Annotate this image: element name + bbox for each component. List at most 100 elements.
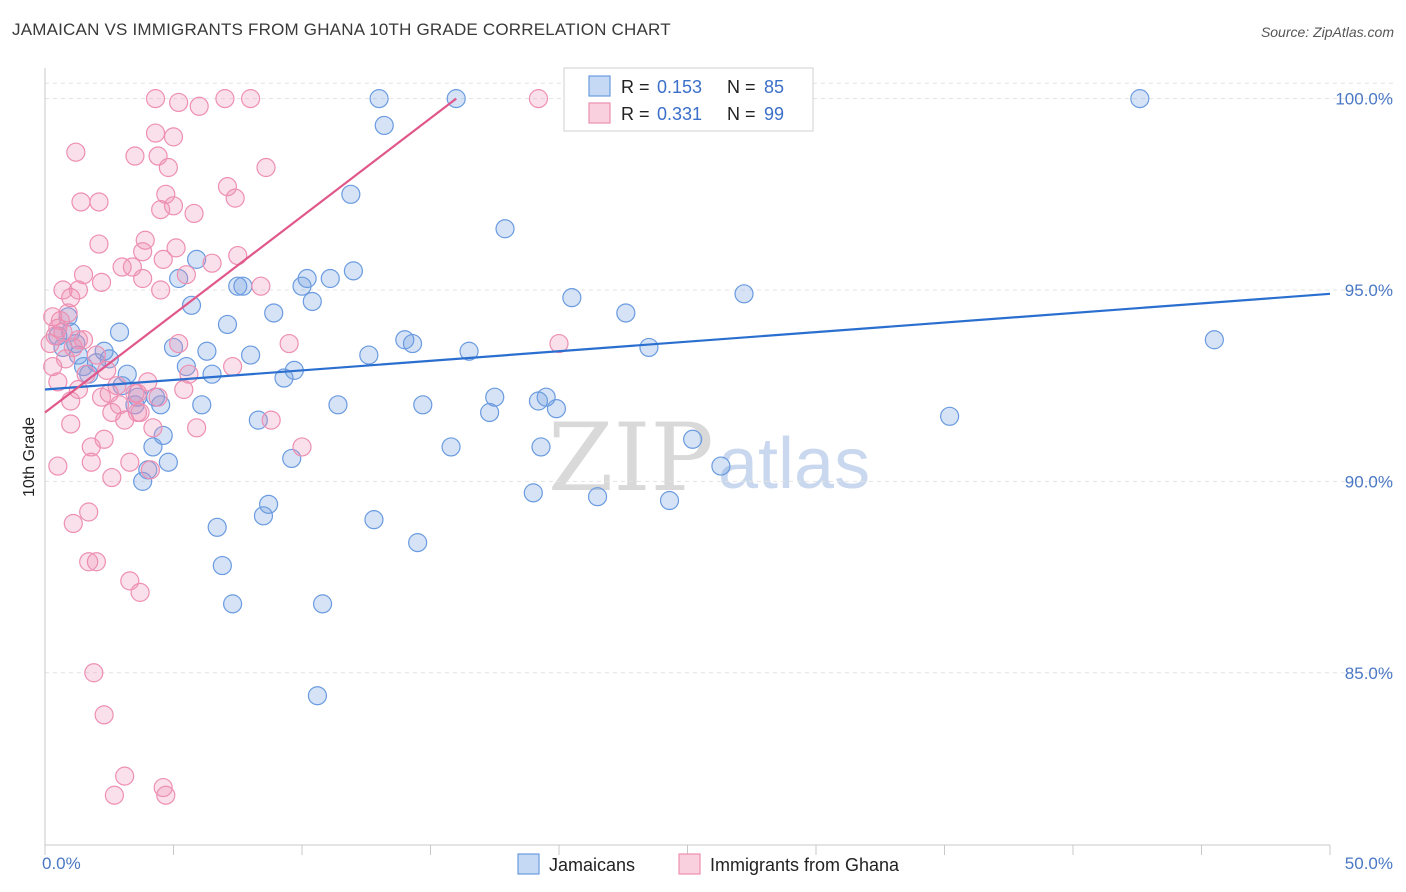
point-s1-23: [73, 330, 94, 350]
point-s1-80: [176, 265, 196, 285]
point-s1-42: [104, 785, 124, 805]
point-s0-54: [359, 345, 379, 365]
trend-line-0: [44, 292, 1331, 391]
point-s1-41: [102, 467, 122, 488]
point-s1-72: [156, 785, 176, 805]
point-s1-56: [130, 582, 150, 602]
point-s0-65: [480, 402, 500, 423]
point-s0-62: [441, 437, 461, 457]
point-s1-26: [79, 552, 99, 572]
x-tick-labels: 0.0% 50.0%: [42, 854, 1393, 873]
point-s1-64: [145, 123, 166, 143]
point-s1-67: [151, 200, 171, 220]
point-s1-73: [158, 157, 178, 178]
chart-title: JAMAICAN VS IMMIGRANTS FROM GHANA 10TH G…: [12, 20, 671, 39]
point-s1-38: [97, 360, 117, 380]
point-s0-73: [562, 288, 582, 308]
x-tick-label-1: 50.0%: [1345, 854, 1393, 873]
point-s1-68: [151, 280, 171, 300]
point-s1-62: [143, 418, 163, 438]
point-s0-78: [683, 429, 703, 449]
bottom-legend-ghana: Immigrants from Ghana: [710, 855, 900, 875]
point-s0-80: [734, 284, 754, 304]
point-s1-85: [202, 253, 222, 273]
point-s1-25: [79, 502, 99, 522]
point-s0-11: [109, 322, 130, 342]
point-s0-59: [402, 333, 423, 354]
legend-r-value-2: 0.331: [657, 104, 702, 124]
point-s1-33: [89, 234, 109, 254]
point-s1-81: [179, 364, 199, 384]
point-s0-46: [297, 268, 317, 289]
point-s1-21: [71, 192, 91, 212]
point-s1-17: [66, 142, 86, 162]
point-s0-53: [343, 261, 363, 281]
point-s1-86: [215, 89, 235, 109]
point-s1-79: [174, 379, 194, 400]
point-s1-44: [109, 395, 130, 415]
point-s1-36: [94, 429, 114, 449]
point-s1-94: [261, 410, 281, 430]
point-s1-66: [148, 387, 168, 407]
y-tick-label-2: 95.0%: [1345, 281, 1393, 300]
point-s1-48: [120, 452, 140, 472]
point-s0-40: [258, 494, 279, 514]
point-s1-18: [68, 280, 89, 300]
point-s1-74: [163, 127, 184, 147]
point-s0-77: [659, 490, 680, 511]
point-s1-83: [187, 418, 207, 438]
point-s1-47: [115, 766, 135, 786]
legend-n-label-1: N =: [727, 77, 756, 97]
legend-n-value-1: 85: [764, 77, 784, 97]
point-s0-68: [523, 483, 543, 503]
point-s0-52: [341, 184, 361, 204]
bottom-legend-jamaicans: Jamaicans: [549, 855, 635, 875]
point-s0-55: [364, 510, 384, 530]
point-s0-31: [207, 517, 227, 537]
y-tick-label-3: 100.0%: [1335, 90, 1393, 109]
y-tick-label-1: 90.0%: [1345, 472, 1393, 491]
legend-n-label-2: N =: [727, 104, 756, 124]
point-s1-59: [135, 230, 155, 250]
data-points: [40, 89, 1224, 805]
legend-r-value-1: 0.153: [657, 77, 702, 97]
point-s1-57: [133, 242, 153, 262]
point-s0-34: [223, 594, 243, 614]
point-s1-96: [292, 437, 312, 457]
point-s0-64: [459, 341, 479, 361]
point-s1-98: [549, 333, 569, 354]
source-label: Source: ZipAtlas.com: [1260, 24, 1394, 40]
point-s0-57: [374, 115, 394, 136]
point-s1-82: [184, 203, 204, 224]
point-s0-10: [99, 349, 119, 369]
point-s1-71: [156, 184, 176, 204]
point-s1-27: [81, 452, 101, 472]
legend-r-label-1: R =: [621, 77, 650, 97]
point-s0-21: [153, 425, 173, 446]
watermark-atlas: atlas: [718, 424, 870, 504]
point-s1-30: [86, 345, 107, 365]
point-s1-91: [241, 89, 261, 109]
point-s1-63: [145, 89, 166, 109]
point-s1-84: [189, 96, 209, 116]
x-tick-label-0: 0.0%: [42, 854, 81, 873]
point-s0-70: [531, 437, 551, 457]
point-s0-82: [940, 406, 960, 426]
point-s1-69: [153, 249, 173, 269]
legend-r-label-2: R =: [621, 104, 650, 124]
bottom-legend-swatch-ghana: [678, 853, 701, 875]
point-s1-8: [53, 280, 73, 300]
point-s1-77: [169, 92, 189, 113]
point-s1-75: [163, 196, 184, 216]
y-tick-label-0: 85.0%: [1345, 664, 1393, 683]
point-s1-31: [86, 552, 107, 572]
point-s1-51: [125, 146, 145, 166]
point-s0-61: [413, 395, 433, 415]
point-s1-61: [140, 460, 160, 480]
bottom-legend-swatch-jamaicans: [517, 853, 540, 875]
point-s0-28: [192, 395, 212, 415]
point-s0-83: [1130, 89, 1150, 109]
point-s0-1: [53, 337, 73, 358]
point-s0-50: [320, 268, 340, 289]
point-s0-42: [274, 368, 294, 388]
